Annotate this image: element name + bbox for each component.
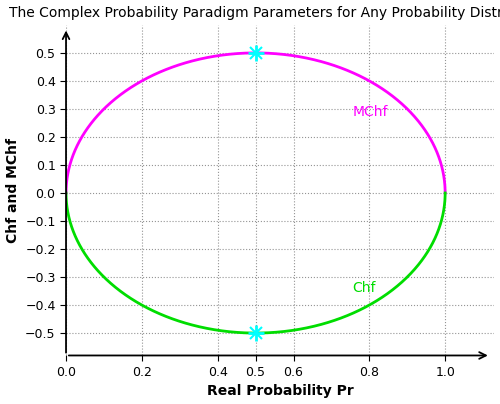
Text: MChf: MChf [352,105,388,119]
Y-axis label: Chf and MChf: Chf and MChf [6,138,20,243]
Title: The Complex Probability Paradigm Parameters for Any Probability Distribution: The Complex Probability Paradigm Paramet… [10,6,500,19]
X-axis label: Real Probability Pr: Real Probability Pr [207,385,354,398]
Text: Chf: Chf [352,282,376,295]
